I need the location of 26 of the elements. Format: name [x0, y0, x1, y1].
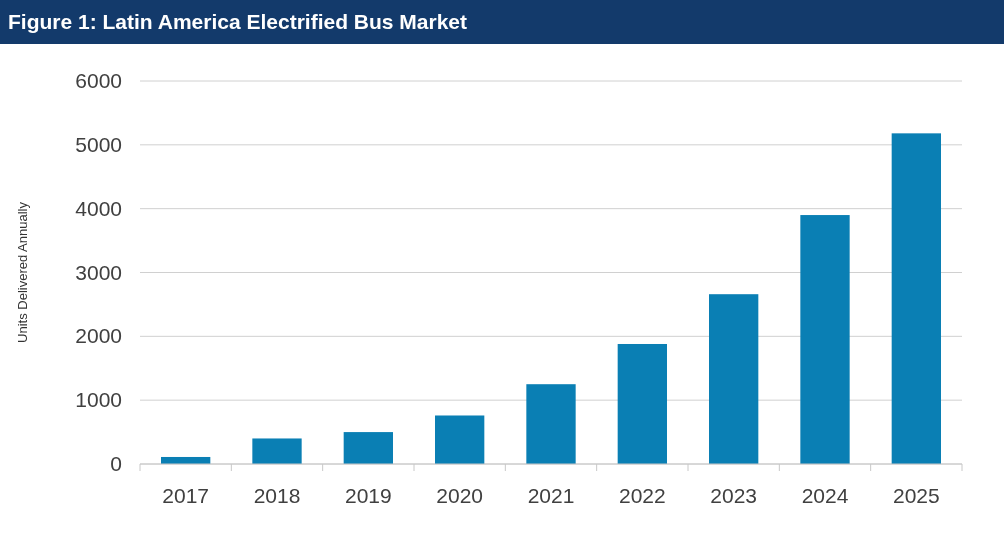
x-tick-label: 2023: [710, 484, 758, 507]
y-axis-title: Units Delivered Annually: [15, 201, 30, 343]
bar: [343, 432, 393, 464]
bar: [526, 384, 576, 464]
x-tick-label: 2017: [162, 484, 210, 507]
y-tick-label: 3000: [75, 260, 122, 284]
y-tick-label: 4000: [75, 196, 122, 220]
chart-title: Figure 1: Latin America Electrified Bus Market: [8, 10, 468, 33]
x-tick-label: 2022: [618, 484, 666, 507]
bar: [709, 294, 759, 464]
x-tick-label: 2021: [527, 484, 575, 507]
y-tick-label: 2000: [75, 324, 122, 348]
y-tick-label: 6000: [75, 69, 122, 92]
x-tick-label: 2018: [253, 484, 301, 507]
y-tick-label: 5000: [75, 132, 122, 156]
bar: [800, 215, 850, 464]
y-tick-label: 1000: [75, 388, 122, 412]
x-tick-label: 2019: [344, 484, 392, 507]
bar: [252, 438, 302, 464]
x-tick-label: 2020: [436, 484, 484, 507]
bar: [435, 415, 485, 464]
x-tick-label: 2024: [801, 484, 849, 507]
bar: [617, 343, 667, 464]
bar: [891, 133, 941, 464]
x-tick-label: 2025: [892, 484, 940, 507]
y-tick-label: 0: [110, 452, 122, 475]
